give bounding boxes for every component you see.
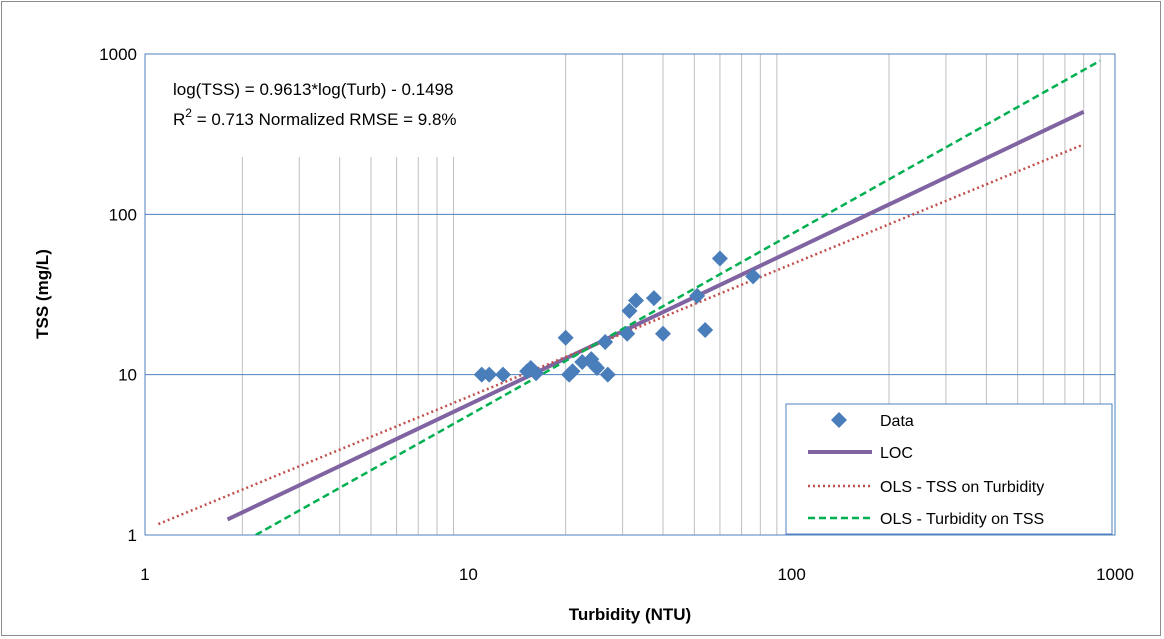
data-point [654, 325, 671, 342]
x-tick-label: 1000 [1096, 565, 1134, 584]
legend-items: Data LOC OLS - TSS on Turbidity OLS - Turbi… [808, 412, 1044, 528]
y-tick-label: 100 [109, 205, 137, 224]
legend-marker-data [831, 412, 847, 428]
legend-label: Data [880, 413, 914, 430]
data-point [494, 366, 511, 383]
data-point [711, 250, 728, 267]
x-axis-title: Turbidity (NTU) [569, 605, 691, 624]
data-point-layer [473, 250, 762, 383]
data-point [619, 325, 636, 342]
data-point [689, 287, 706, 304]
x-tick-label: 100 [777, 565, 805, 584]
data-point [745, 268, 762, 285]
tick-label-layer: 1 10 100 1000 1 10 100 1000 [99, 45, 1134, 584]
data-point [627, 292, 644, 309]
x-tick-label: 1 [140, 565, 149, 584]
data-point [697, 321, 714, 338]
data-point [599, 366, 616, 383]
data-point [557, 329, 574, 346]
y-tick-label: 10 [118, 366, 137, 385]
y-tick-label: 1000 [99, 45, 137, 64]
regression-equation: log(TSS) = 0.9613*log(Turb) - 0.1498 [173, 80, 454, 99]
legend-label: LOC [880, 445, 913, 462]
legend-label: OLS - Turbidity on TSS [880, 511, 1044, 528]
legend: Data LOC OLS - TSS on Turbidity OLS - Turbi… [785, 403, 1113, 535]
data-point [481, 366, 498, 383]
series-line-loc [226, 109, 1085, 522]
grid-layer [145, 54, 1115, 535]
y-axis-title: TSS (mg/L) [33, 249, 52, 339]
data-point [621, 302, 638, 319]
legend-label: OLS - TSS on Turbidity [880, 479, 1044, 496]
data-point [564, 363, 581, 380]
series-line-ols-turbidity-on-tss [255, 59, 1101, 535]
data-point [528, 365, 545, 382]
r-superscript: 2 [185, 106, 192, 120]
stats-text: = 0.713 Normalized RMSE = 9.8% [192, 110, 457, 129]
x-tick-label: 10 [459, 565, 478, 584]
data-point [597, 333, 614, 350]
regression-stats: R2 = 0.713 Normalized RMSE = 9.8% [173, 106, 457, 129]
data-point [589, 360, 606, 377]
r-label: R [173, 110, 185, 129]
plot-area-border [144, 53, 1116, 536]
data-point [645, 290, 662, 307]
y-tick-label: 1 [128, 526, 137, 545]
